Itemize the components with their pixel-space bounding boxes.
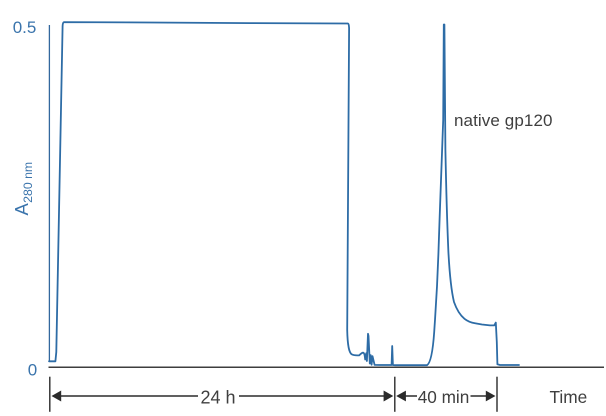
svg-text:24 h: 24 h [200, 388, 235, 408]
svg-text:0: 0 [28, 361, 37, 380]
svg-text:native gp120: native gp120 [454, 111, 553, 130]
svg-text:40 min: 40 min [418, 387, 470, 407]
svg-text:Time: Time [550, 387, 588, 407]
svg-text:0.5: 0.5 [13, 18, 37, 37]
